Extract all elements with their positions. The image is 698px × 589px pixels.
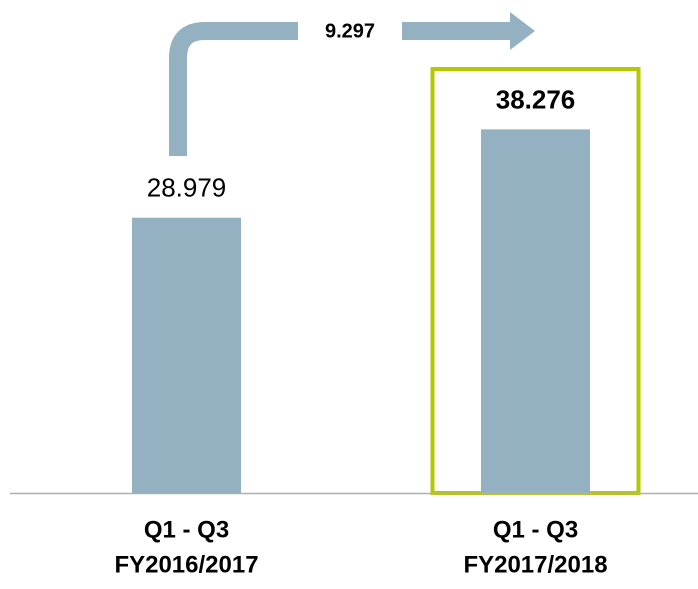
x-tick-label: Q1 - Q3: [493, 516, 578, 543]
value-label: 28.979: [147, 173, 227, 203]
x-tick-label: FY2017/2018: [463, 551, 607, 578]
bar: [481, 129, 590, 494]
value-label: 38.276: [496, 84, 576, 114]
bar: [132, 217, 241, 493]
difference-arrow: [169, 12, 535, 156]
x-tick-label: FY2016/2017: [114, 551, 258, 578]
arrow-head: [510, 12, 535, 50]
difference-label: 9.297: [325, 20, 375, 42]
x-tick-label: Q1 - Q3: [144, 516, 229, 543]
arrow-shaft: [169, 22, 298, 156]
